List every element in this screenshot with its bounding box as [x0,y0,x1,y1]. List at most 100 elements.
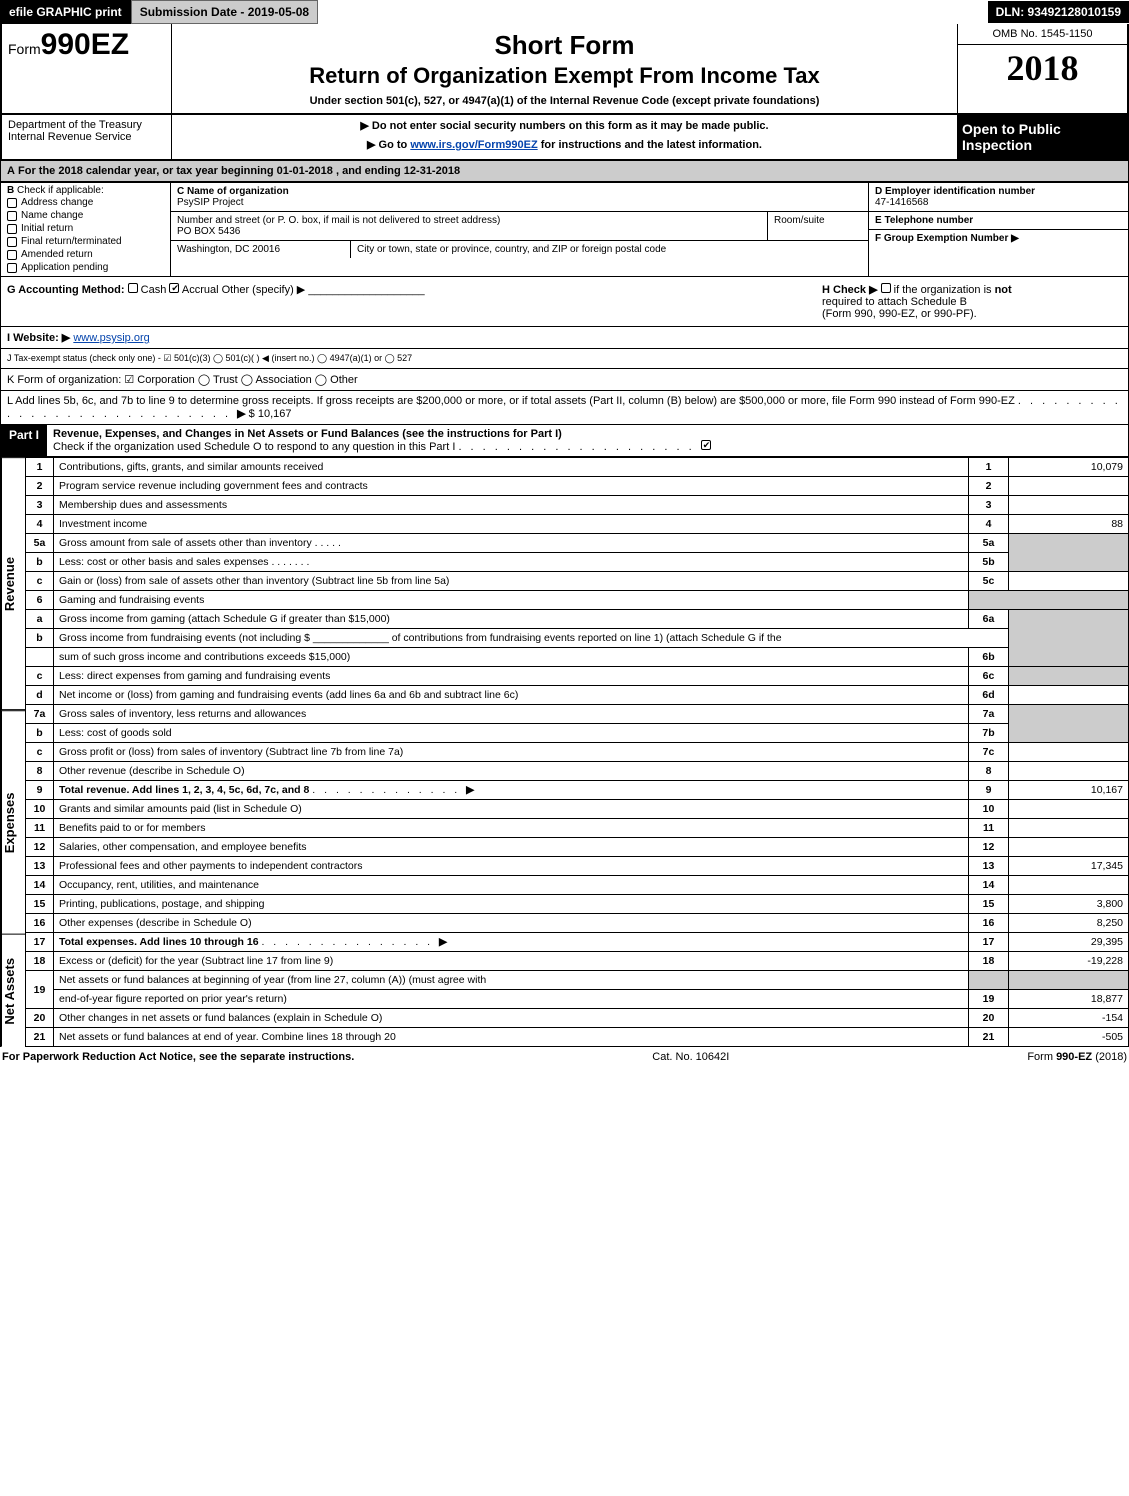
form-header: Form990EZ Short Form Return of Organizat… [0,24,1129,115]
line-box: 8 [969,762,1009,781]
line-14: 14Occupancy, rent, utilities, and mainte… [26,876,1129,895]
line-num: 10 [26,800,54,819]
line-5a: 5a Gross amount from sale of assets other… [26,534,1129,553]
irs-link[interactable]: www.irs.gov/Form990EZ [410,139,537,151]
line-box: 7c [969,743,1009,762]
short-form-title: Short Form [178,30,951,61]
line-num: c [26,572,54,591]
mid-box: 5a [969,534,1009,553]
dln-label: DLN: 93492128010159 [988,1,1129,23]
line-num: b [26,724,54,743]
row-g-h: G Accounting Method: Cash Accrual Other … [0,277,1129,327]
line-6a: aGross income from gaming (attach Schedu… [26,610,1129,629]
h-label: H Check ▶ [822,284,878,296]
part1-check-text: Check if the organization used Schedule … [53,441,455,453]
room-suite: Room/suite [768,212,868,240]
shaded-cell [1009,667,1129,686]
radio-accrual[interactable] [169,283,179,293]
submission-date-button[interactable]: Submission Date - 2019-05-08 [131,0,318,24]
open-to-public: Open to Public Inspection [957,115,1127,159]
line-num: 20 [26,1009,54,1028]
chk-label-5: Application pending [21,262,108,273]
line-amount [1009,819,1129,838]
line-text: Less: direct expenses from gaming and fu… [59,670,330,682]
line-num: 5a [26,534,54,553]
line-num [26,648,54,667]
shaded-cell [1009,971,1129,990]
line-box: 1 [969,458,1009,477]
line-text: Gross amount from sale of assets other t… [59,537,312,549]
line-box: 2 [969,477,1009,496]
line-19: 19Net assets or fund balances at beginni… [26,971,1129,990]
column-c-org-info: C Name of organization PsySIP Project Nu… [171,183,868,276]
checkbox-icon [7,198,17,208]
f-arrow-icon: ▶ [1011,233,1019,244]
tax-year-end: 12-31-2018 [404,165,460,177]
column-d-e-f: D Employer identification number 47-1416… [868,183,1128,276]
part1-title: Revenue, Expenses, and Changes in Net As… [53,428,562,440]
line-6b-cont: sum of such gross income and contributio… [26,648,1129,667]
line-amount: 8,250 [1009,914,1129,933]
form-number-box: Form990EZ [2,24,172,113]
mid-box: 5b [969,553,1009,572]
line-text-2: end-of-year figure reported on prior yea… [54,990,969,1009]
line-box: 3 [969,496,1009,515]
line-12: 12Salaries, other compensation, and empl… [26,838,1129,857]
line-16: 16Other expenses (describe in Schedule O… [26,914,1129,933]
line-num: 16 [26,914,54,933]
top-bar: efile GRAPHIC print Submission Date - 20… [0,0,1129,24]
footer-left: For Paperwork Reduction Act Notice, see … [2,1051,354,1063]
line-text: Total revenue. Add lines 1, 2, 3, 4, 5c,… [59,784,309,796]
accrual-label: Accrual [182,284,219,296]
line-text: Benefits paid to or for members [54,819,969,838]
line-num: 6 [26,591,54,610]
cash-label: Cash [141,284,167,296]
check-name-change[interactable]: Name change [7,209,164,222]
website-link[interactable]: www.psysip.org [73,332,149,344]
check-final-return[interactable]: Final return/terminated [7,235,164,248]
check-amended-return[interactable]: Amended return [7,248,164,261]
part1-checkbox[interactable] [701,440,711,450]
line-num: 2 [26,477,54,496]
city-label: City or town, state or province, country… [351,241,868,258]
line-num: a [26,610,54,629]
checkbox-icon [7,237,17,247]
line-amount [1009,572,1129,591]
check-address-change[interactable]: Address change [7,196,164,209]
line-num: 14 [26,876,54,895]
line-amount [1009,762,1129,781]
line-box: 14 [969,876,1009,895]
h-checkbox[interactable] [881,283,891,293]
efile-print-button[interactable]: efile GRAPHIC print [0,0,131,24]
line-19-cont: end-of-year figure reported on prior yea… [26,990,1129,1009]
line-text: Other expenses (describe in Schedule O) [54,914,969,933]
row-k-org-form: K Form of organization: ☑ Corporation ◯ … [0,369,1129,391]
row-l-gross-receipts: L Add lines 5b, 6c, and 7b to line 9 to … [0,391,1129,425]
line-num: c [26,743,54,762]
line-box: 13 [969,857,1009,876]
line-text: Net assets or fund balances at end of ye… [54,1028,969,1047]
arrow-icon: ▶ [466,784,474,796]
line-text: Gain or (loss) from sale of assets other… [54,572,969,591]
mid-box: 6b [969,648,1009,667]
line-text: Professional fees and other payments to … [54,857,969,876]
line-text: Printing, publications, postage, and shi… [54,895,969,914]
shaded-cell [969,971,1009,990]
tax-year: 2018 [958,45,1127,91]
header-right-box: OMB No. 1545-1150 2018 [957,24,1127,113]
line-13: 13Professional fees and other payments t… [26,857,1129,876]
line-amount: -19,228 [1009,952,1129,971]
h-text2: required to attach Schedule B [822,296,1122,308]
footer: For Paperwork Reduction Act Notice, see … [0,1047,1129,1067]
radio-cash[interactable] [128,283,138,293]
line-text: Other revenue (describe in Schedule O) [54,762,969,781]
line-text-1: Gross income from fundraising events (no… [59,632,313,644]
chk-label-2: Initial return [21,223,73,234]
check-application-pending[interactable]: Application pending [7,261,164,274]
chk-label-3: Final return/terminated [21,236,122,247]
line-num: 9 [26,781,54,800]
check-initial-return[interactable]: Initial return [7,222,164,235]
i-label: I Website: ▶ [7,332,70,344]
instructions-box: ▶ Do not enter social security numbers o… [172,115,957,159]
line-box: 4 [969,515,1009,534]
